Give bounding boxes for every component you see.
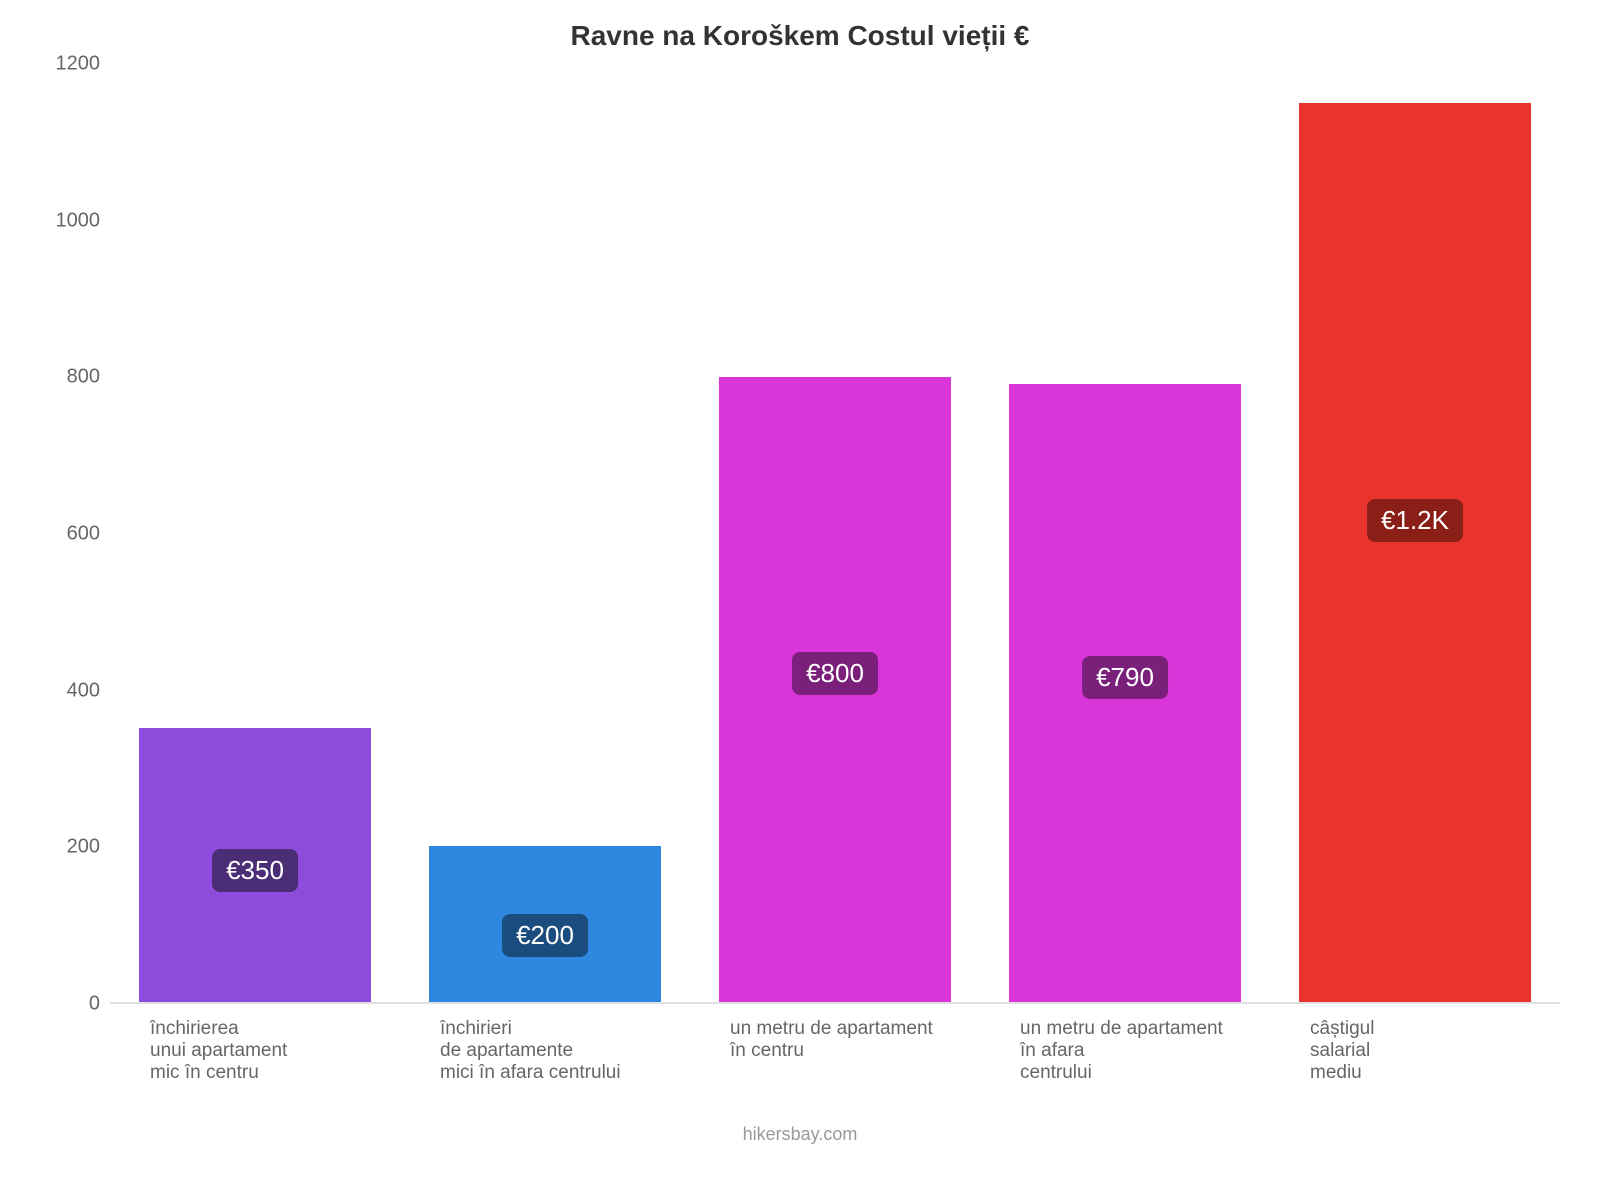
bar-slot: €800 — [690, 64, 980, 1002]
bar-value-label: €800 — [792, 652, 878, 695]
bar-value-label: €200 — [502, 914, 588, 957]
y-tick-label: 200 — [67, 836, 100, 859]
bar: €1.2K — [1299, 103, 1531, 1002]
y-tick-label: 600 — [67, 523, 100, 546]
x-axis: închirierea unui apartament mic în centr… — [110, 1004, 1560, 1084]
y-axis: 020040060080010001200 — [40, 64, 110, 1004]
chart-title: Ravne na Koroškem Costul vieții € — [40, 20, 1560, 52]
bar: €790 — [1009, 384, 1241, 1002]
bar-value-label: €350 — [212, 849, 298, 892]
x-axis-label: închirierea unui apartament mic în centr… — [110, 1018, 400, 1084]
plot-row: 020040060080010001200 €350€200€800€790€1… — [40, 64, 1560, 1004]
x-axis-label: câștigul salarial mediu — [1270, 1018, 1560, 1084]
bar: €200 — [429, 846, 661, 1002]
chart-container: Ravne na Koroškem Costul vieții € 0 200 40… — [0, 0, 1600, 1200]
x-axis-label: închirieri de apartamente mici în afara … — [400, 1018, 690, 1084]
y-tick-label: 400 — [67, 679, 100, 702]
y-tick-label: 0 — [89, 993, 100, 1016]
y-tick-label: 1000 — [56, 209, 101, 232]
bar-slot: €1.2K — [1270, 64, 1560, 1002]
bar: €350 — [139, 728, 371, 1002]
x-axis-label: un metru de apartament în centru — [690, 1018, 980, 1084]
plot-area: €350 €200 €800 €790 €1.2K — [110, 64, 1560, 1004]
attribution: hikersbay.com — [40, 1124, 1560, 1145]
bar-value-label: €790 — [1082, 656, 1168, 699]
y-tick-label: 800 — [67, 366, 100, 389]
bar-slot: €200 — [400, 64, 690, 1002]
bar: €800 — [719, 377, 951, 1002]
bars-group: €350 €200 €800 €790 €1.2K — [110, 64, 1560, 1002]
y-tick-label: 1200 — [56, 53, 101, 76]
bar-value-label: €1.2K — [1367, 499, 1463, 542]
bar-slot: €350 — [110, 64, 400, 1002]
bar-slot: €790 — [980, 64, 1270, 1002]
x-axis-label: un metru de apartament în afara centrulu… — [980, 1018, 1270, 1084]
